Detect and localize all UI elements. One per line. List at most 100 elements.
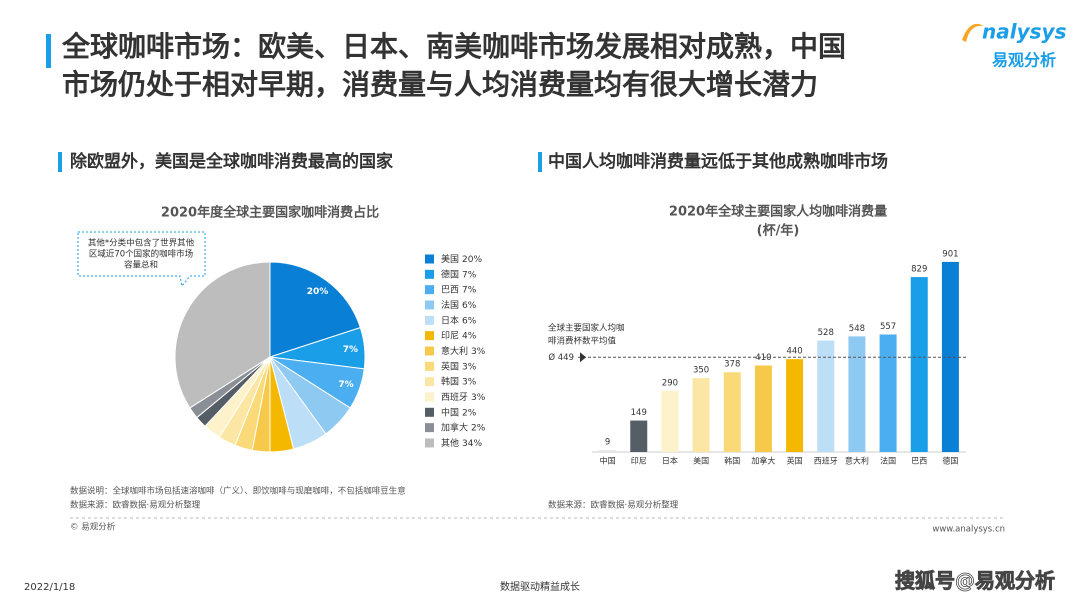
title-line: 全球咖啡市场：欧美、日本、南美咖啡市场发展相对成熟，中国 bbox=[61, 30, 846, 63]
legend-label: 法国 6% bbox=[441, 298, 477, 310]
legend-value: 6% bbox=[462, 316, 477, 326]
legend-label: 巴西 7% bbox=[441, 284, 477, 295]
legend-name: 其他 bbox=[441, 436, 459, 448]
legend-value: 3% bbox=[471, 346, 486, 356]
legend-label: 意大利 3% bbox=[441, 344, 486, 356]
bar bbox=[661, 390, 679, 452]
legend-label: 韩国 3% bbox=[441, 375, 477, 387]
legend-label: 日本 6% bbox=[441, 314, 477, 326]
legend-swatch bbox=[425, 331, 434, 341]
legend-value: 20% bbox=[462, 255, 482, 265]
legend-label: 西班牙 3% bbox=[441, 390, 486, 402]
value-label: 557 bbox=[880, 322, 896, 332]
legend-name: 德国 bbox=[441, 268, 459, 280]
title-bar bbox=[46, 34, 51, 68]
legend-value: 7% bbox=[462, 270, 477, 280]
legend-value: 6% bbox=[462, 300, 477, 310]
bar bbox=[786, 359, 804, 452]
legend-label: 印尼 4% bbox=[441, 329, 477, 341]
bar bbox=[692, 378, 710, 452]
annotation: 其他*分类中包含了世界其他 bbox=[88, 238, 195, 249]
note: 数据来源：欧睿数据·易观分析整理 bbox=[548, 500, 679, 511]
legend-swatch bbox=[425, 300, 434, 310]
value-label: 378 bbox=[724, 360, 740, 370]
legend-value: 4% bbox=[462, 331, 477, 341]
legend-name: 韩国 bbox=[441, 375, 459, 387]
bar bbox=[817, 340, 835, 452]
x-tick-label: 韩国 bbox=[724, 456, 740, 466]
legend-swatch bbox=[425, 269, 434, 279]
bar bbox=[723, 372, 741, 452]
legend-swatch bbox=[425, 315, 434, 325]
footer-source: 搜狐号@易观分析 bbox=[895, 569, 1055, 593]
x-tick-label: 加拿大 bbox=[751, 456, 775, 466]
legend-name: 巴西 bbox=[441, 284, 459, 295]
legend-label: 美国 20% bbox=[441, 253, 482, 265]
value-label: 9 bbox=[605, 438, 610, 448]
legend-label: 加拿大 2% bbox=[441, 421, 486, 433]
x-tick-label: 中国 bbox=[600, 456, 616, 466]
annotation: 容量总和 bbox=[124, 260, 158, 271]
slice-label: 20% bbox=[307, 287, 329, 297]
annotation: 区域近70个国家的咖啡市场 bbox=[89, 249, 193, 260]
reference-note: 全球主要国家人均咖 bbox=[548, 323, 625, 334]
note: 数据说明：全球咖啡市场包括速溶咖啡（广义）、即饮咖啡与现磨咖啡，不包括咖啡豆生意 bbox=[70, 486, 406, 497]
legend-swatch bbox=[425, 407, 434, 417]
legend-swatch bbox=[425, 392, 434, 402]
legend-name: 印尼 bbox=[441, 329, 459, 341]
section-bar bbox=[58, 152, 62, 172]
value-label: 410 bbox=[755, 353, 771, 363]
x-tick-label: 法国 bbox=[880, 456, 896, 466]
legend-swatch bbox=[425, 254, 434, 264]
legend-name: 法国 bbox=[441, 298, 459, 310]
pie-slice bbox=[269, 261, 361, 358]
value-label: 290 bbox=[662, 378, 678, 388]
legend-swatch bbox=[425, 423, 434, 433]
copyright: © 易观分析 bbox=[70, 522, 116, 533]
x-tick-label: 日本 bbox=[662, 456, 678, 466]
legend-name: 加拿大 bbox=[441, 421, 468, 433]
annotation-box bbox=[77, 231, 206, 288]
legend-label: 中国 2% bbox=[441, 406, 477, 418]
chart-subtitle: (杯/年) bbox=[757, 223, 800, 239]
legend-value: 34% bbox=[462, 438, 482, 448]
legend-name: 日本 bbox=[441, 314, 459, 326]
note: 数据来源：欧睿数据·易观分析整理 bbox=[70, 500, 201, 511]
reference-note: 啡消费杯数平均值 bbox=[548, 336, 617, 347]
legend-swatch bbox=[425, 285, 434, 295]
chart-title: 2020年度全球主要国家咖啡消费占比 bbox=[161, 205, 379, 221]
section-bar bbox=[538, 152, 542, 172]
x-tick-label: 英国 bbox=[787, 456, 803, 466]
legend-name: 中国 bbox=[441, 406, 459, 418]
footer-slogan: 数据驱动精益成长 bbox=[500, 580, 580, 593]
x-tick-label: 印尼 bbox=[631, 457, 647, 466]
legend-label: 英国 3% bbox=[441, 360, 477, 372]
logo-cn: 易观分析 bbox=[992, 51, 1056, 70]
logo-name: nalysys bbox=[982, 20, 1067, 44]
legend-value: 2% bbox=[462, 408, 477, 418]
value-label: 901 bbox=[942, 249, 958, 259]
slice-label: 7% bbox=[343, 345, 358, 355]
x-tick-label: 西班牙 bbox=[814, 456, 838, 466]
section-heading: 除欧盟外，美国是全球咖啡消费最高的国家 bbox=[70, 151, 393, 172]
legend-value: 7% bbox=[462, 285, 477, 295]
legend-swatch bbox=[425, 377, 434, 387]
x-tick-label: 德国 bbox=[942, 456, 958, 466]
legend-swatch bbox=[425, 346, 434, 356]
logo-mark bbox=[962, 23, 984, 42]
bar bbox=[910, 277, 928, 452]
legend-value: 2% bbox=[471, 423, 486, 433]
legend-value: 3% bbox=[462, 377, 477, 387]
reference-label: Ø 449 bbox=[548, 352, 574, 363]
bar bbox=[848, 336, 866, 452]
legend-label: 其他 34% bbox=[441, 436, 482, 448]
bar bbox=[879, 334, 897, 452]
value-label: 440 bbox=[786, 347, 802, 357]
reference-marker bbox=[580, 352, 586, 363]
bar bbox=[630, 420, 648, 452]
legend-value: 3% bbox=[462, 362, 477, 372]
bar bbox=[599, 450, 617, 452]
value-label: 350 bbox=[693, 366, 709, 376]
legend-name: 英国 bbox=[441, 360, 459, 372]
